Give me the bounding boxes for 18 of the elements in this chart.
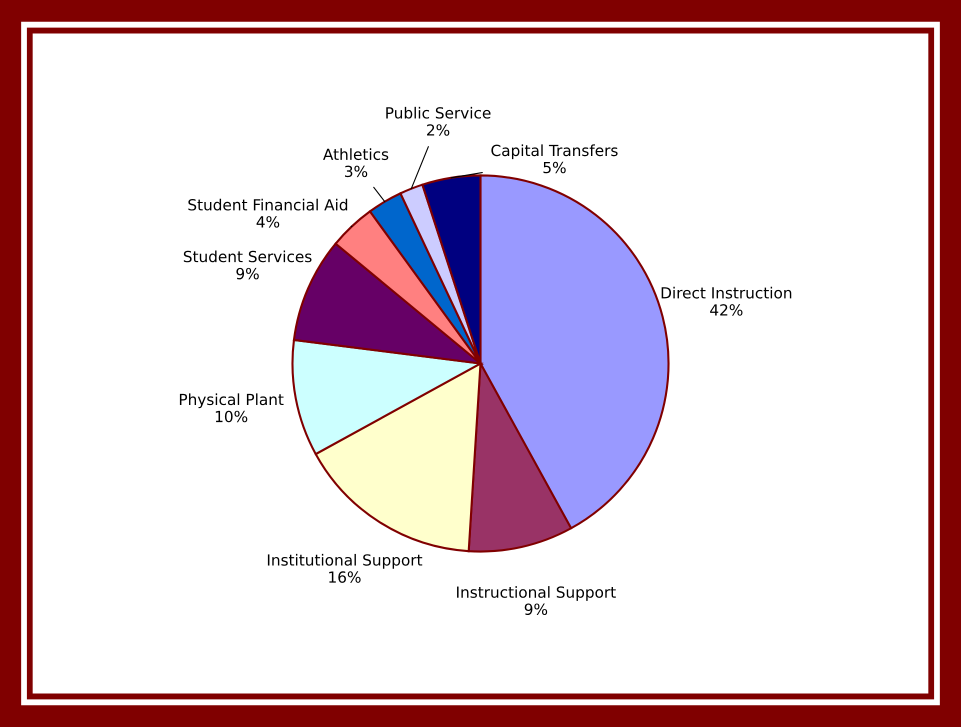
data-label: 4% — [256, 216, 280, 228]
data-label: 42% — [710, 304, 742, 316]
data-label: 9% — [524, 603, 548, 616]
slice-label: Student Financial Aid — [188, 198, 348, 211]
data-label: 2% — [427, 124, 450, 136]
slice-label: Direct Instruction — [662, 286, 792, 299]
slice-label: Student Services — [184, 250, 312, 262]
slice-label: Instructional Support — [457, 586, 616, 601]
data-label: 5% — [544, 162, 566, 174]
data-label: 3% — [345, 166, 368, 178]
slice-label: Capital Transfers — [491, 144, 618, 160]
data-label: 10% — [216, 410, 248, 422]
slice-label: Public Service — [386, 106, 491, 119]
slice-label: Athletics — [323, 148, 388, 160]
data-label: 9% — [236, 268, 259, 280]
slice-label: Physical Plant — [180, 393, 284, 408]
slice-label: Institutional Support — [268, 554, 422, 569]
data-label: 16% — [329, 571, 361, 583]
